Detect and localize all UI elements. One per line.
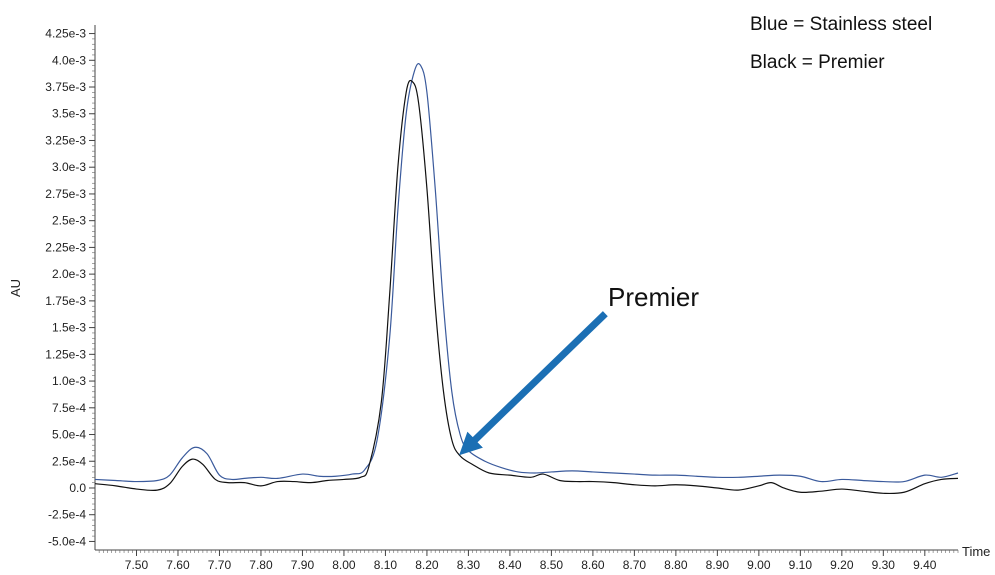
x-tick-label: 9.00 xyxy=(747,558,771,572)
premier-annotation-arrow xyxy=(459,311,608,456)
x-tick-label: 8.30 xyxy=(457,558,481,572)
x-tick-label: 7.90 xyxy=(291,558,315,572)
y-tick-label: 1.25e-3 xyxy=(45,347,86,361)
x-tick-label: 8.80 xyxy=(664,558,688,572)
y-tick-label: 1.0e-3 xyxy=(52,374,86,388)
series-layer xyxy=(94,63,959,495)
premier-annotation-label: Premier xyxy=(608,282,699,312)
x-tick-label: 8.90 xyxy=(706,558,730,572)
y-tick-label: 2.0e-3 xyxy=(52,267,86,281)
x-tick-label: 7.50 xyxy=(125,558,149,572)
x-axis-title: Time xyxy=(962,544,990,559)
y-tick-label: 2.75e-3 xyxy=(45,187,86,201)
x-axis-minor-ticks xyxy=(98,550,959,553)
y-tick-label: -5.0e-4 xyxy=(48,534,86,548)
x-tick-label: 9.40 xyxy=(913,558,937,572)
series-line-stainless-steel xyxy=(94,63,959,483)
y-tick-label: 4.25e-3 xyxy=(45,27,86,41)
series-line-premier xyxy=(94,79,959,495)
x-tick-label: 8.70 xyxy=(623,558,647,572)
x-tick-label: 7.60 xyxy=(166,558,190,572)
legend-entry-stainless-steel: Blue = Stainless steel xyxy=(750,14,932,35)
y-tick-label: -2.5e-4 xyxy=(48,508,86,522)
x-tick-label: 8.10 xyxy=(374,558,398,572)
y-tick-label: 2.5e-4 xyxy=(52,454,86,468)
y-tick-label: 2.5e-3 xyxy=(52,214,86,228)
x-tick-label: 8.00 xyxy=(332,558,356,572)
x-tick-label: 8.50 xyxy=(540,558,564,572)
x-tick-label: 9.20 xyxy=(830,558,854,572)
y-tick-label: 4.0e-3 xyxy=(52,53,86,67)
y-tick-label: 3.0e-3 xyxy=(52,160,86,174)
x-tick-label: 7.80 xyxy=(249,558,273,572)
y-axis-title: AU xyxy=(8,279,23,297)
x-axis-ticks: 7.50 7.60 7.70 7.80 7.90 8.00 8.10 8.20 8.30 8.40… xyxy=(125,550,937,572)
x-tick-label: 9.30 xyxy=(872,558,896,572)
y-tick-label: 7.5e-4 xyxy=(52,401,86,415)
x-tick-label: 9.10 xyxy=(789,558,813,572)
y-tick-label: 1.5e-3 xyxy=(52,321,86,335)
x-tick-label: 8.60 xyxy=(581,558,605,572)
legend-entry-premier: Black = Premier xyxy=(750,52,885,73)
y-tick-label: 1.75e-3 xyxy=(45,294,86,308)
y-tick-label: 2.25e-3 xyxy=(45,240,86,254)
y-tick-label: 3.5e-3 xyxy=(52,107,86,121)
y-tick-label: 3.75e-3 xyxy=(45,80,86,94)
y-tick-label: 0.0 xyxy=(69,481,86,495)
y-tick-label: 5.0e-4 xyxy=(52,428,86,442)
y-axis-ticks: 4.25e-3 4.0e-3 3.75e-3 3.5e-3 3.25e-3 3.0e-3 2… xyxy=(45,27,95,548)
x-tick-label: 8.20 xyxy=(415,558,439,572)
y-tick-label: 3.25e-3 xyxy=(45,133,86,147)
x-tick-label: 8.40 xyxy=(498,558,522,572)
x-tick-label: 7.70 xyxy=(208,558,232,572)
